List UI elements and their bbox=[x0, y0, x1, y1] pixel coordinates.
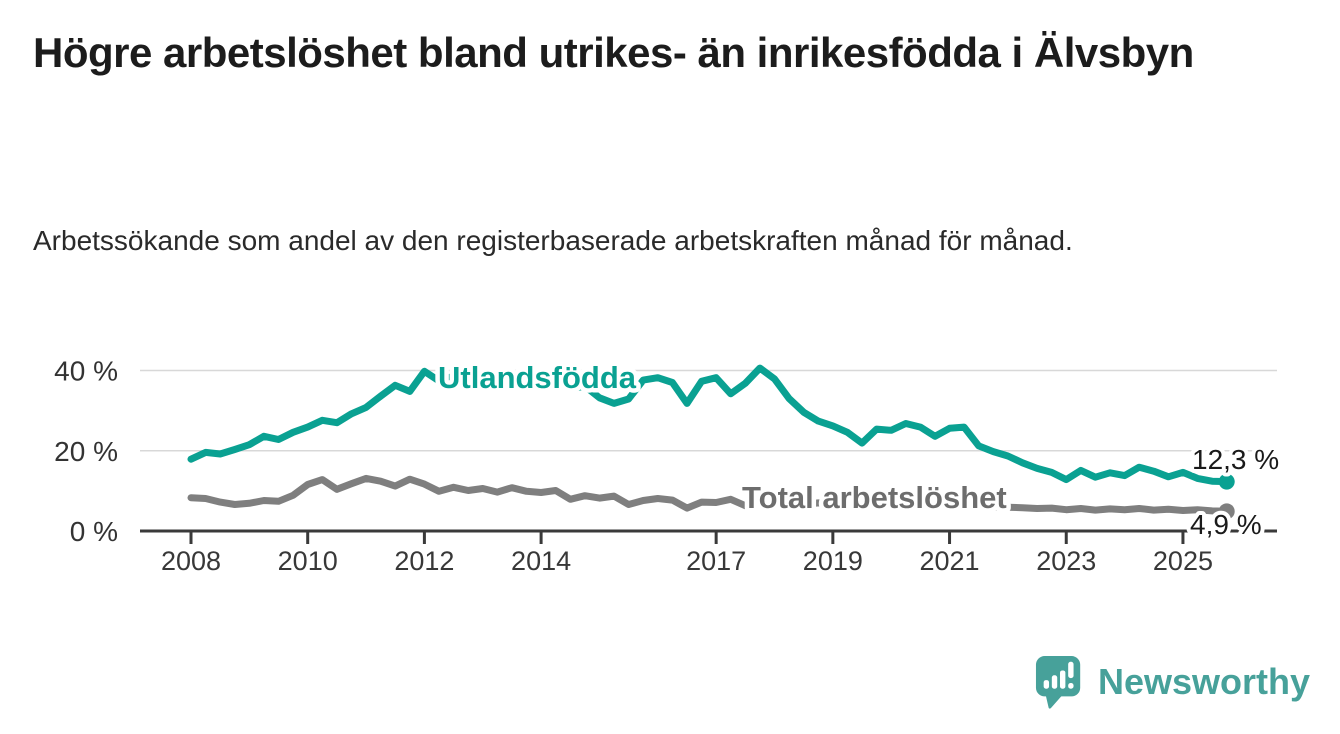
utlandsfodda-series-label: Utlandsfödda bbox=[438, 360, 637, 395]
x-axis-ticks bbox=[189, 531, 1185, 544]
x-tick-label: 2017 bbox=[686, 546, 746, 576]
x-tick-label: 2021 bbox=[920, 546, 980, 576]
x-tick-label: 2014 bbox=[511, 546, 571, 576]
x-tick-label: 2012 bbox=[394, 546, 454, 576]
x-tick-label: 2023 bbox=[1036, 546, 1096, 576]
total-arbetsloshet-line bbox=[187, 474, 1231, 515]
x-tick-label: 2019 bbox=[803, 546, 863, 576]
x-tick-label: 2008 bbox=[161, 546, 221, 576]
gridlines bbox=[140, 369, 1277, 452]
utlandsfodda-line bbox=[187, 364, 1231, 486]
total-arbetsloshet-series-label: Total arbetslöshet bbox=[742, 480, 1007, 515]
x-tick-label: 2010 bbox=[278, 546, 338, 576]
y-axis-tick-labels: 0 % 20 % 40 % bbox=[54, 356, 118, 548]
page-title: Högre arbetslöshet bland utrikes- än inr… bbox=[33, 29, 1194, 76]
y-tick-label: 40 % bbox=[54, 356, 118, 387]
utlandsfodda-end-value-label: 12,3 % bbox=[1192, 444, 1279, 475]
y-tick-label: 0 % bbox=[70, 516, 118, 547]
total-end-value-label: 4,9 % bbox=[1190, 509, 1262, 540]
newsworthy-bubble-chart-icon bbox=[1035, 656, 1081, 709]
utlandsfodda-end-dot bbox=[1218, 473, 1235, 490]
total-end-dot bbox=[1218, 503, 1235, 520]
x-axis-tick-labels: 2008 2010 2012 2014 2017 2019 2021 2023 2025 bbox=[161, 546, 1213, 576]
x-tick-label: 2025 bbox=[1153, 546, 1213, 576]
newsworthy-wordmark: Newsworthy bbox=[1097, 661, 1310, 702]
newsworthy-logo: Newsworthy bbox=[1035, 654, 1310, 710]
y-tick-label: 20 % bbox=[54, 436, 118, 467]
page-subtitle: Arbetssökande som andel av den registerb… bbox=[33, 225, 1073, 256]
